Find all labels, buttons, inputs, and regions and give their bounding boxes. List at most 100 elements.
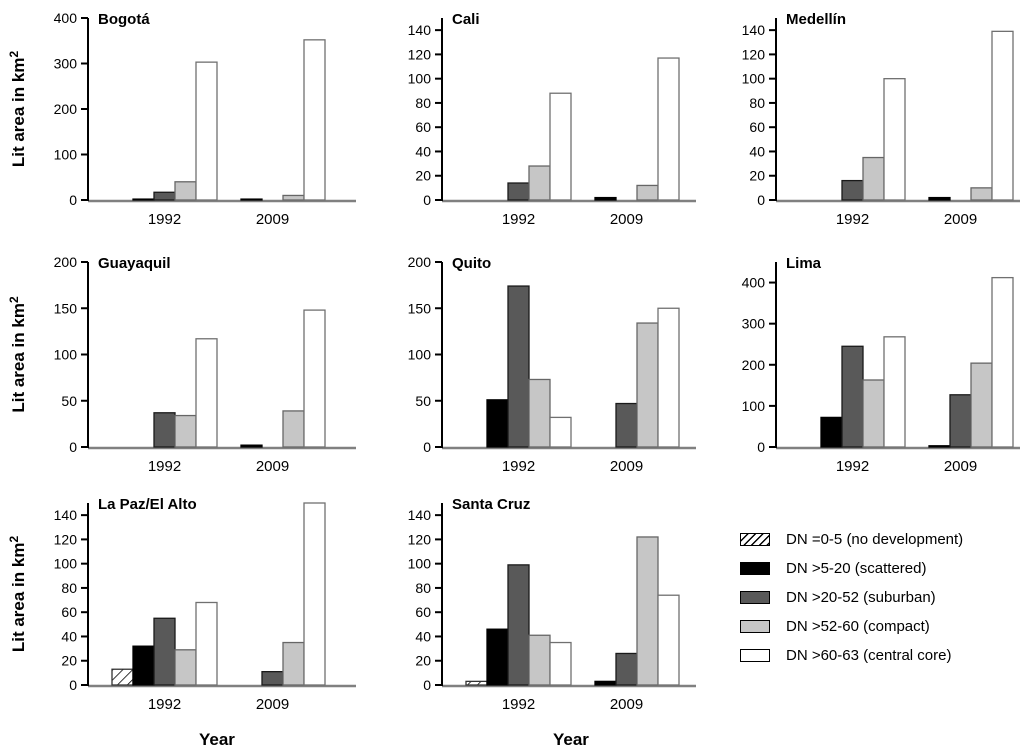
legend-item-label: DN >20-52 (suburban): [786, 589, 936, 606]
x-category-label: 2009: [610, 211, 643, 228]
legend-item-label: DN >52-60 (compact): [786, 618, 930, 635]
x-category-label: 1992: [836, 211, 869, 228]
y-tick-label: 40: [415, 143, 431, 159]
bar-compact-2009: [282, 194, 305, 201]
bar-central_core-1992: [195, 338, 218, 448]
bar-scattered-2009: [594, 680, 617, 686]
y-tick-label: 150: [54, 300, 78, 316]
x-axis-caption: Year: [199, 730, 235, 749]
bar-compact-2009: [636, 536, 659, 686]
y-tick-label: 100: [54, 556, 78, 572]
bar-compact-1992: [862, 156, 885, 201]
y-tick-label: 0: [69, 439, 77, 455]
bar-central_core-1992: [549, 416, 572, 448]
y-tick-label: 60: [749, 119, 765, 135]
x-category-label: 1992: [148, 211, 181, 228]
y-tick-label: 140: [408, 507, 432, 523]
panel-bogota: 1992 2009 0 100 200 300 400 Bogotá Lit area in k…: [7, 10, 356, 228]
bar-compact-1992: [528, 165, 551, 201]
y-tick-label: 400: [54, 10, 78, 26]
bar-scattered-2009: [240, 198, 263, 201]
panel-cell-medellin: 1992 2009 0 20 40 60 80 100 120 140 Medellín: [700, 0, 1024, 240]
bar-suburban-1992: [153, 412, 176, 448]
y-axis-title: Lit area in km2: [7, 536, 28, 653]
bar-central_core-2009: [657, 594, 680, 686]
bar-central_core-1992: [883, 78, 906, 201]
panel-title: Bogotá: [98, 11, 150, 28]
y-tick-label: 0: [423, 677, 431, 693]
bar-central_core-2009: [991, 276, 1014, 448]
x-category-label: 2009: [256, 696, 289, 713]
panel-quito: 1992 2009 0 50 100 150 200 Quito: [408, 254, 696, 475]
legend-item-central_core: DN >60-63 (central core): [740, 647, 1024, 664]
bar-suburban-1992: [153, 617, 176, 686]
bar-compact-1992: [174, 181, 197, 201]
y-tick-label: 120: [408, 46, 432, 62]
bar-scattered-1992: [820, 416, 843, 448]
bar-compact-2009: [282, 410, 305, 448]
y-tick-label: 140: [408, 22, 432, 38]
y-axis-title: Lit area in km2: [7, 296, 28, 413]
y-tick-label: 200: [408, 254, 432, 270]
panel-title: Medellín: [786, 11, 846, 28]
bar-central_core-1992: [195, 61, 218, 201]
y-tick-label: 0: [757, 192, 765, 208]
x-category-label: 2009: [944, 211, 977, 228]
bar-suburban-1992: [507, 285, 530, 448]
y-tick-label: 120: [408, 531, 432, 547]
y-tick-label: 140: [54, 507, 78, 523]
panel-cell-bogota: 1992 2009 0 100 200 300 400 Bogotá Lit area in k…: [0, 0, 360, 240]
x-category-label: 1992: [502, 696, 535, 713]
panel-medellin: 1992 2009 0 20 40 60 80 100 120 140 Medellín: [742, 11, 1020, 228]
bar-no_development-1992: [111, 668, 134, 686]
y-tick-label: 150: [408, 300, 432, 316]
bar-central_core-1992: [549, 92, 572, 201]
legend-swatch-compact: [740, 620, 770, 633]
bar-suburban-1992: [507, 182, 530, 201]
bar-scattered-2009: [928, 196, 951, 201]
y-tick-label: 0: [69, 677, 77, 693]
y-tick-label: 40: [415, 628, 431, 644]
bar-compact-2009: [970, 362, 993, 448]
bar-central_core-2009: [657, 57, 680, 201]
y-tick-label: 140: [742, 22, 766, 38]
legend-item-label: DN >5-20 (scattered): [786, 560, 927, 577]
bar-compact-1992: [528, 634, 551, 686]
y-tick-label: 80: [61, 580, 77, 596]
panel-cell-guayaquil: 1992 2009 0 50 100 150 200 Guayaquil Lit area in…: [0, 240, 360, 485]
bar-central_core-2009: [991, 30, 1014, 201]
y-tick-label: 200: [54, 101, 78, 117]
bar-compact-2009: [636, 184, 659, 201]
panel-santa-cruz: 1992 2009 0 20 40 60 80 100 120 140 Santa Cruz: [408, 496, 696, 713]
bar-compact-1992: [862, 379, 885, 448]
bar-central_core-1992: [883, 336, 906, 448]
legend-item-label: DN =0-5 (no development): [786, 531, 964, 548]
y-tick-label: 20: [61, 653, 77, 669]
bar-suburban-2009: [615, 652, 638, 686]
legend-item-suburban: DN >20-52 (suburban): [740, 589, 1024, 606]
panel-cell-lima: 1992 2009 0 100 200 300 400 Lima: [700, 240, 1024, 485]
y-tick-label: 40: [61, 628, 77, 644]
y-tick-label: 100: [408, 556, 432, 572]
x-category-label: 2009: [256, 211, 289, 228]
y-tick-label: 400: [742, 275, 766, 291]
y-tick-label: 20: [415, 653, 431, 669]
y-tick-label: 100: [408, 347, 432, 363]
panel-guayaquil: 1992 2009 0 50 100 150 200 Guayaquil Lit area in…: [7, 254, 356, 475]
y-tick-label: 0: [423, 192, 431, 208]
legend-swatch-scattered: [740, 562, 770, 575]
x-category-label: 2009: [256, 458, 289, 475]
x-category-label: 2009: [610, 458, 643, 475]
panel-la-paz-el-alto: 1992 2009 0 20 40 60 80 100 120 140 La Paz/El Alto…: [7, 496, 356, 713]
y-tick-label: 80: [415, 95, 431, 111]
bar-suburban-1992: [153, 191, 176, 201]
y-tick-label: 100: [54, 347, 78, 363]
y-tick-label: 100: [742, 398, 766, 414]
y-tick-label: 0: [757, 439, 765, 455]
bar-suburban-1992: [841, 179, 864, 201]
y-tick-label: 40: [749, 143, 765, 159]
legend-item-no_development: DN =0-5 (no development): [740, 531, 1024, 548]
panel-title: Quito: [452, 255, 491, 272]
panel-cell-santa-cruz: 1992 2009 0 20 40 60 80 100 120 140 Santa Cruz Year: [360, 485, 700, 750]
